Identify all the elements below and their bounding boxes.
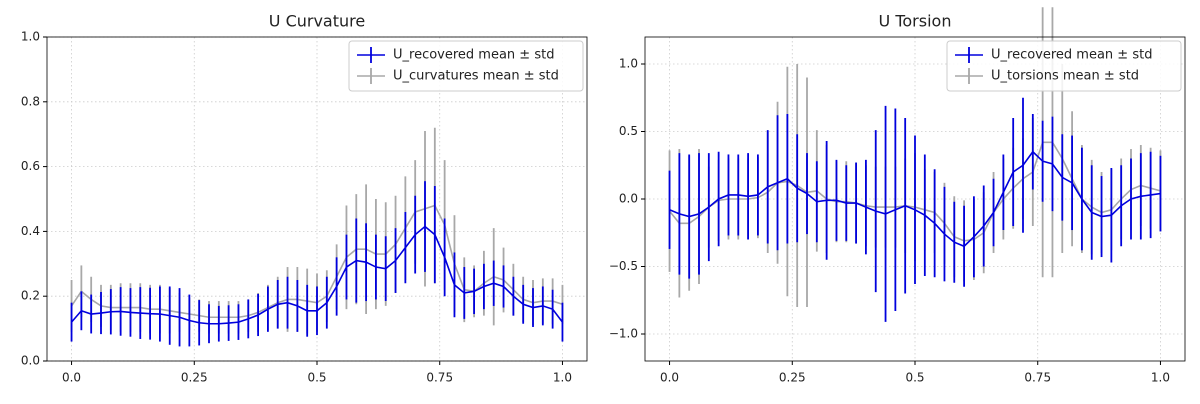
legend-label: U_torsions mean ± std xyxy=(991,69,1139,84)
x-tick-label: 0.5 xyxy=(905,371,924,385)
plot-frame xyxy=(46,36,588,362)
subplot-title: U Torsion xyxy=(879,12,952,31)
legend-box xyxy=(348,40,584,92)
x-tick-label: 0.25 xyxy=(181,371,208,385)
y-tick-label: 0.4 xyxy=(21,224,40,238)
y-tick-label: −1.0 xyxy=(609,327,638,341)
legend-box xyxy=(946,40,1182,92)
y-tick-label: 0.2 xyxy=(21,289,40,303)
y-tick-label: −0.5 xyxy=(609,259,638,273)
x-tick-label: 0.0 xyxy=(660,371,679,385)
y-tick-label: 1.0 xyxy=(619,57,638,71)
y-tick-label: 1.0 xyxy=(21,30,40,44)
legend-label: U_recovered mean ± std xyxy=(991,48,1152,63)
x-tick-label: 0.5 xyxy=(307,371,326,385)
x-tick-label: 1.0 xyxy=(1151,371,1170,385)
x-tick-label: 0.25 xyxy=(779,371,806,385)
y-tick-label: 0.0 xyxy=(21,354,40,368)
y-tick-label: 0.0 xyxy=(619,192,638,206)
legend-label: U_curvatures mean ± std xyxy=(393,69,559,84)
subplot: U Torsion 0.0 0.25 0.5 0.75 1.0 −1.0 −0.5 0.0 0.5… xyxy=(609,7,1186,385)
x-tick-label: 0.0 xyxy=(62,371,81,385)
x-tick-label: 0.75 xyxy=(1024,371,1051,385)
mean-line xyxy=(70,225,564,325)
subplot: U Curvature 0.0 0.25 0.5 0.75 1.0 0.0 0.2 0.4 0.6… xyxy=(21,12,588,385)
plot-frame xyxy=(644,36,1186,362)
y-tick-label: 0.6 xyxy=(21,159,40,173)
x-tick-label: 0.75 xyxy=(426,371,453,385)
y-tick-label: 0.8 xyxy=(21,94,40,108)
legend-label: U_recovered mean ± std xyxy=(393,48,554,63)
subplot-title: U Curvature xyxy=(269,12,365,31)
y-tick-label: 0.5 xyxy=(619,124,638,138)
mean-line xyxy=(669,150,1161,248)
x-tick-label: 1.0 xyxy=(553,371,572,385)
